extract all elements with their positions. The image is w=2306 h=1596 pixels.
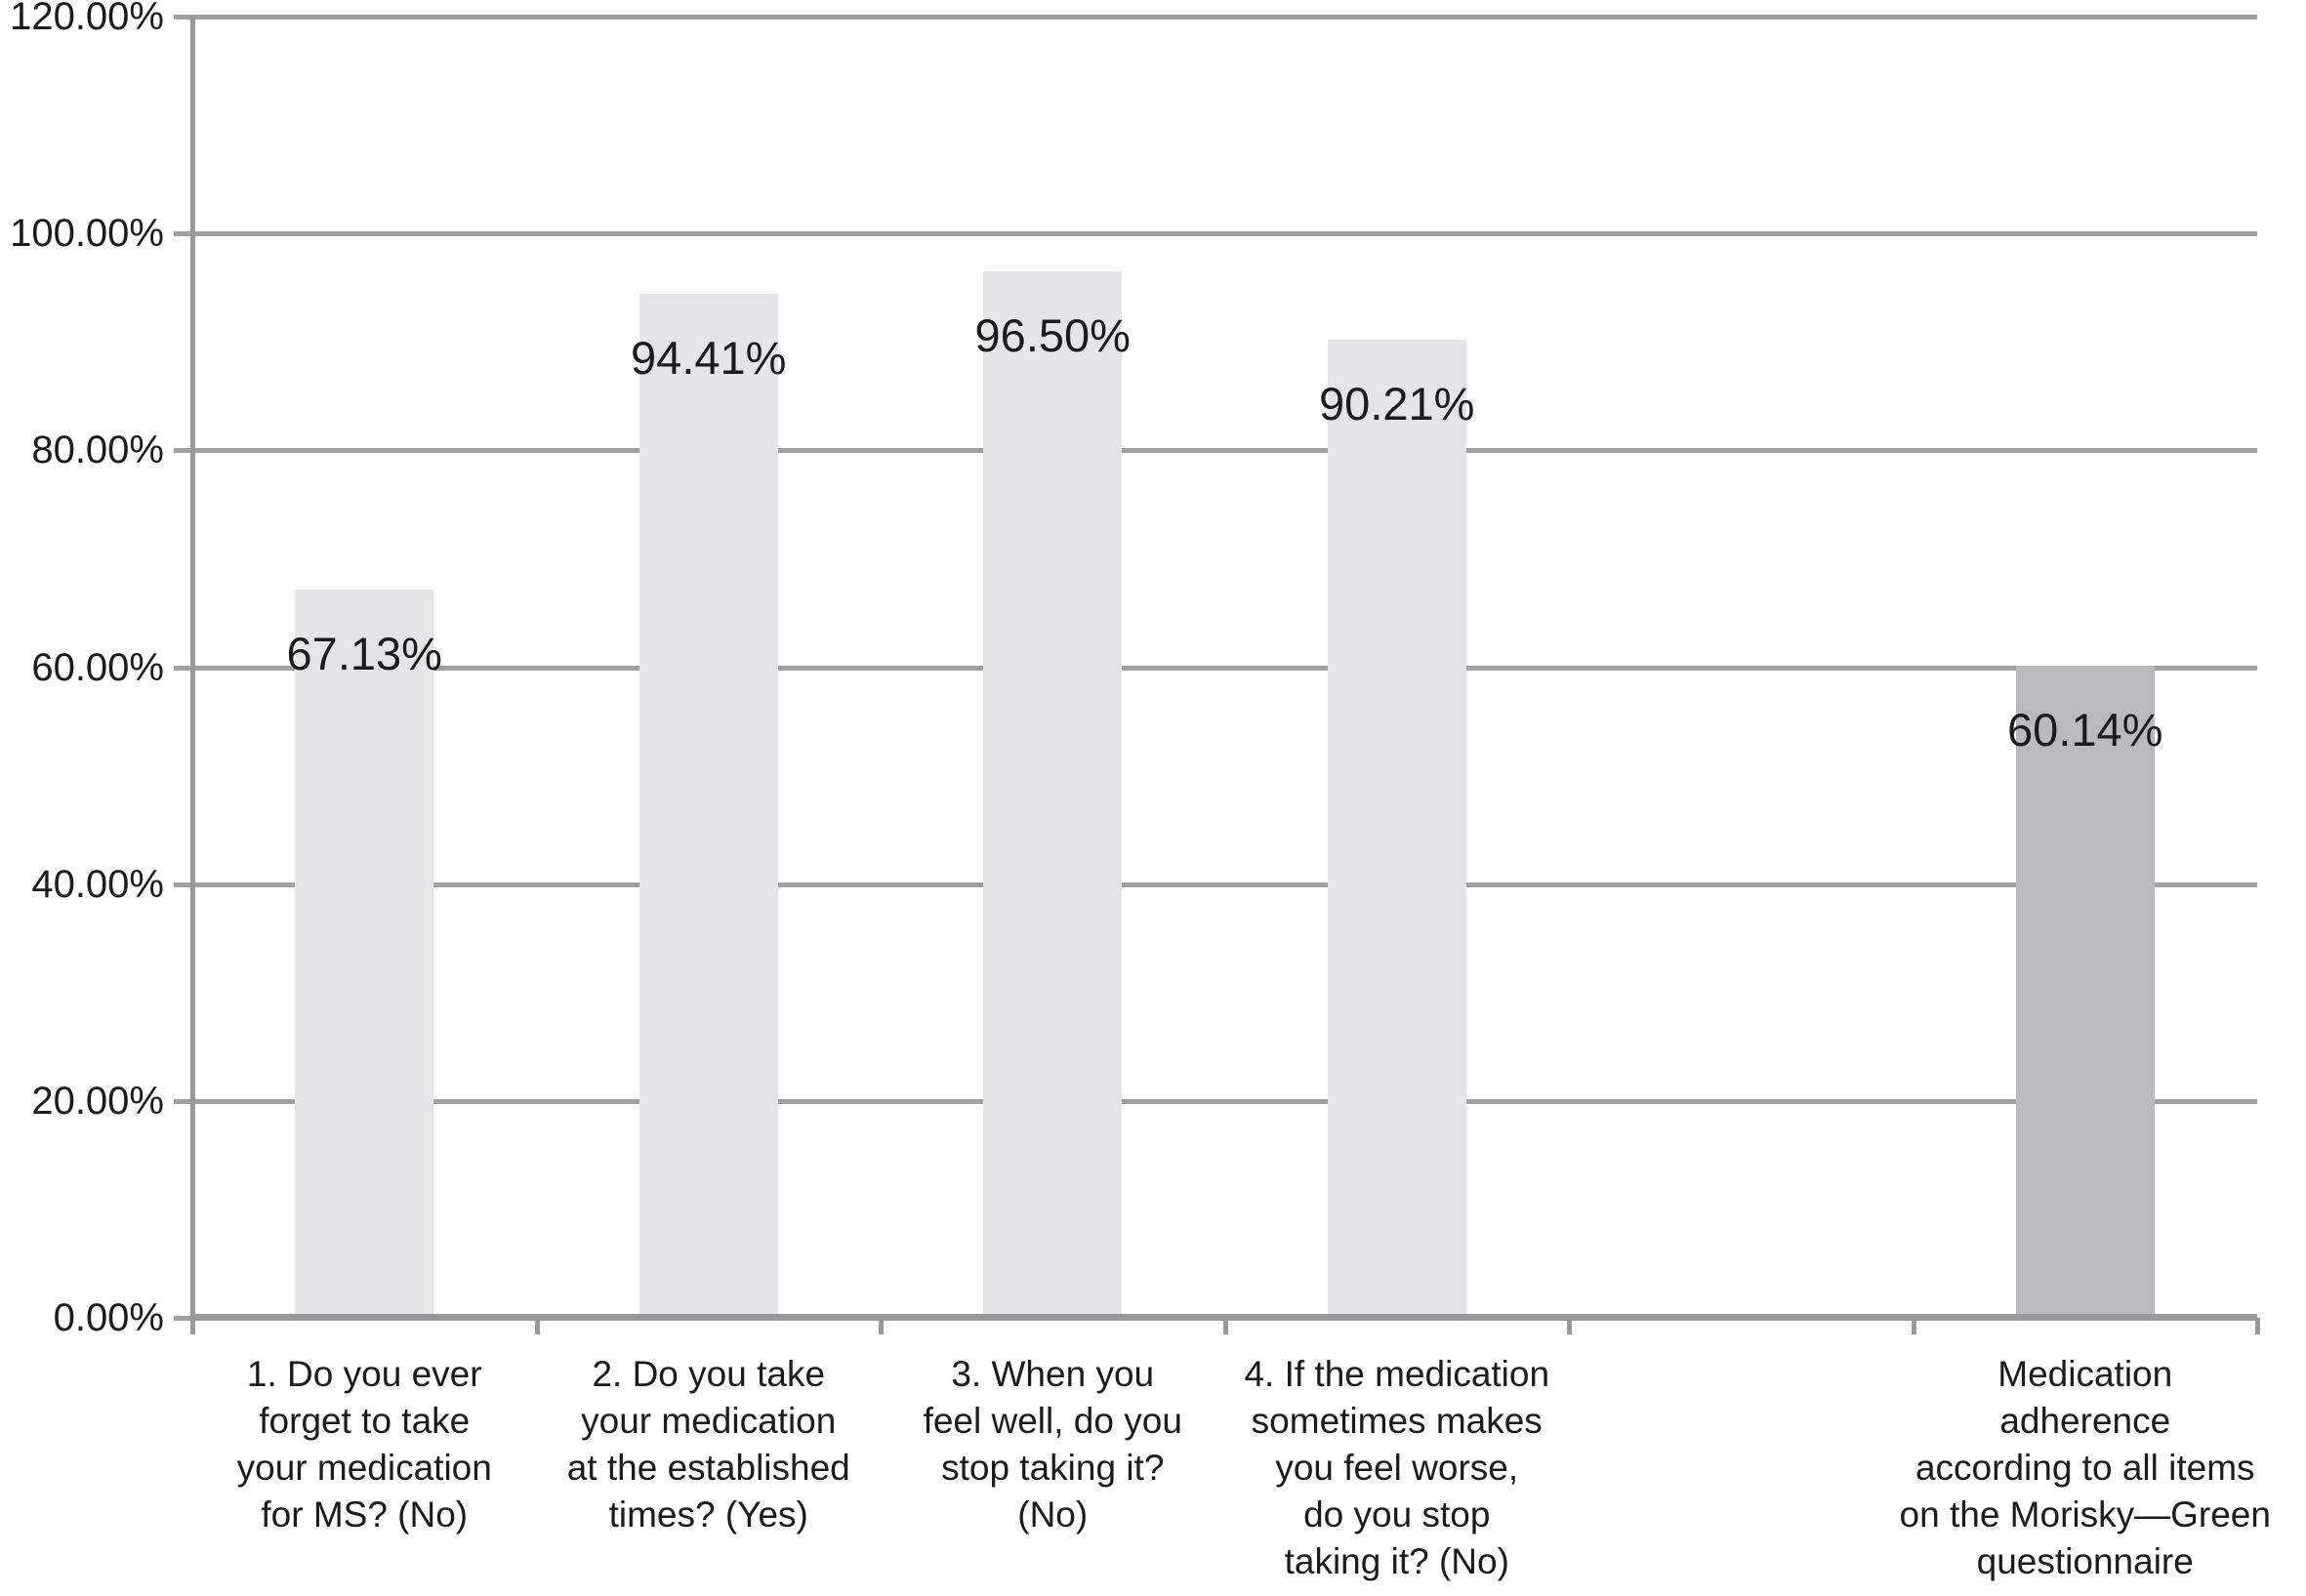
x-axis-tick — [534, 1318, 540, 1334]
gridline — [192, 665, 2257, 671]
gridline — [192, 448, 2257, 454]
y-axis-tick — [174, 1316, 192, 1321]
bar — [1327, 339, 1466, 1318]
category-label: Medication adherence according to all it… — [1899, 1354, 2271, 1581]
gridline — [192, 15, 2257, 20]
data-label: 90.21% — [1319, 377, 1475, 430]
y-axis-tick — [174, 881, 192, 887]
plot-area: 67.13% 94.41% 96.50% 90.21% 60.14% — [174, 15, 2260, 1334]
category-label: 4. If the medication sometimes makes you… — [1244, 1354, 1550, 1581]
y-axis-label: 20.00% — [31, 1079, 164, 1123]
gridline — [192, 231, 2257, 237]
y-axis-label: 40.00% — [31, 862, 164, 906]
y-axis-label: 0.00% — [53, 1296, 164, 1339]
y-axis-tick — [174, 448, 192, 454]
y-axis-label: 60.00% — [31, 645, 164, 689]
data-label: 94.41% — [631, 332, 787, 385]
y-axis-tick — [174, 1098, 192, 1104]
y-axis-tick — [174, 231, 192, 237]
x-axis-tick — [1911, 1318, 1916, 1334]
category-label: 3. When you feel well, do you stop takin… — [923, 1354, 1182, 1535]
x-axis-tick — [1567, 1318, 1572, 1334]
x-axis-line — [192, 1314, 2257, 1321]
category-label: 1. Do you ever forget to take your medic… — [236, 1354, 492, 1535]
y-axis-line — [190, 17, 195, 1334]
y-axis-tick — [174, 15, 192, 20]
bar — [2015, 665, 2155, 1318]
data-label: 96.50% — [974, 309, 1131, 362]
y-axis-label: 80.00% — [31, 429, 164, 472]
y-axis-label: 120.00% — [10, 0, 164, 38]
bar — [983, 271, 1123, 1318]
bar — [638, 294, 778, 1318]
gridline — [192, 881, 2257, 887]
data-label: 60.14% — [2007, 703, 2163, 756]
y-axis-tick — [174, 665, 192, 671]
x-axis-tick — [1222, 1318, 1228, 1334]
gridline — [192, 1098, 2257, 1104]
y-axis-label: 100.00% — [10, 212, 164, 256]
x-axis-tick — [879, 1318, 884, 1334]
x-axis-tick — [190, 1318, 195, 1334]
bar — [295, 590, 434, 1318]
x-axis-tick — [2255, 1318, 2260, 1334]
category-label: 2. Do you take your medication at the es… — [566, 1354, 850, 1535]
data-label: 67.13% — [286, 628, 442, 680]
